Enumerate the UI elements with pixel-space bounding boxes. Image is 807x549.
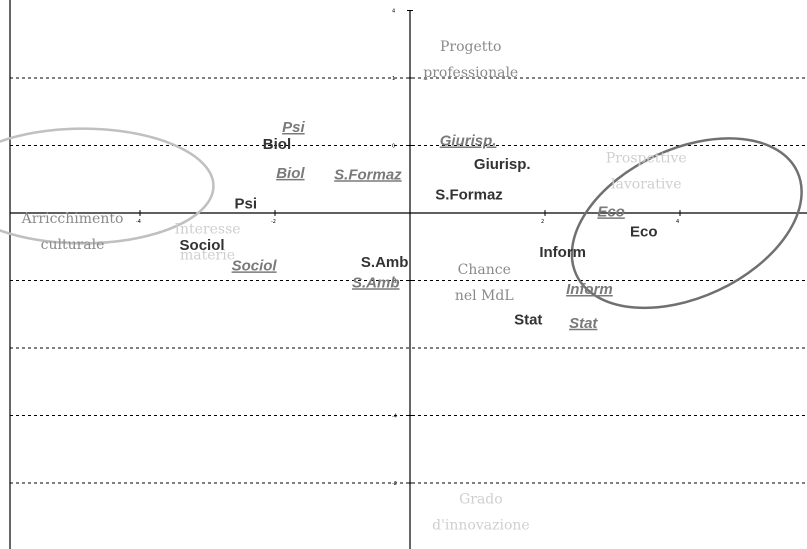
x-tick-label: 4 [676,219,679,225]
point-label: Psi [282,119,305,136]
category-label-line: Chance [458,262,511,278]
point-label: Sociol [180,237,225,254]
cluster-ellipse [570,137,803,310]
point-label: Stat [514,311,542,328]
cluster-ellipse [0,127,215,245]
point-label: Psi [235,195,258,212]
point-label: Biol [263,136,291,153]
category-label-progetto: Progetto professionale [423,39,518,81]
cluster-ellipses [0,127,803,310]
category-label-line: Progetto [440,39,501,55]
category-label-interesse: Interesse materie [174,221,240,263]
point-label: Biol [276,165,305,182]
y-tick-label: -1 [392,279,397,285]
point-label: S.Amb [352,274,400,291]
category-label-line: nel MdL [455,288,514,304]
point-label: Sociol [232,257,278,274]
point-label: Giurisp. [474,156,531,173]
y-tick-label: 4 [392,9,395,15]
category-label-line: culturale [41,237,105,253]
category-label-line: d'innovazione [432,517,530,533]
y-tick-label: -4 [392,414,397,420]
y-tick-label: -2 [392,481,397,487]
x-tick-label: 2 [541,219,544,225]
point-label: S.Amb [361,254,409,271]
axes: -4 -2 2 4 4 1 0 -1 -4 -2 [9,0,807,549]
y-tick-label: 0 [392,144,395,150]
point-label: Inform [539,244,586,261]
point-label: Eco [630,224,658,241]
x-tick-label: -4 [136,219,141,225]
category-label-chance: Chance nel MdL [455,262,514,304]
category-label-grado: Grado d'innovazione [432,491,530,533]
point-label: Giurisp. [440,133,497,150]
category-label-line: materie [180,247,235,263]
category-label-arricchimento: Arricchimento culturale [21,211,124,253]
category-label-line: Arricchimento [21,211,124,227]
category-label-line: Grado [459,491,503,507]
category-label-prospettive: Prospettive lavorative [606,150,687,192]
y-tick-label: 1 [392,76,395,82]
point-label: Eco [597,203,625,220]
category-label-line: Interesse [174,221,240,237]
point-labels: BiolPsiSociolGiurisp.S.FormazEcoInformS.… [180,119,658,332]
category-labels: Progetto professionale Prospettive lavorati… [21,39,687,533]
category-label-line: professionale [423,65,518,81]
point-label: S.Formaz [435,187,503,204]
point-label: S.Formaz [334,166,402,183]
point-label: Inform [566,281,613,298]
x-tick-label: -2 [271,219,276,225]
category-label-line: lavorative [611,176,682,192]
category-label-line: Prospettive [606,150,687,166]
point-label: Stat [569,315,598,332]
